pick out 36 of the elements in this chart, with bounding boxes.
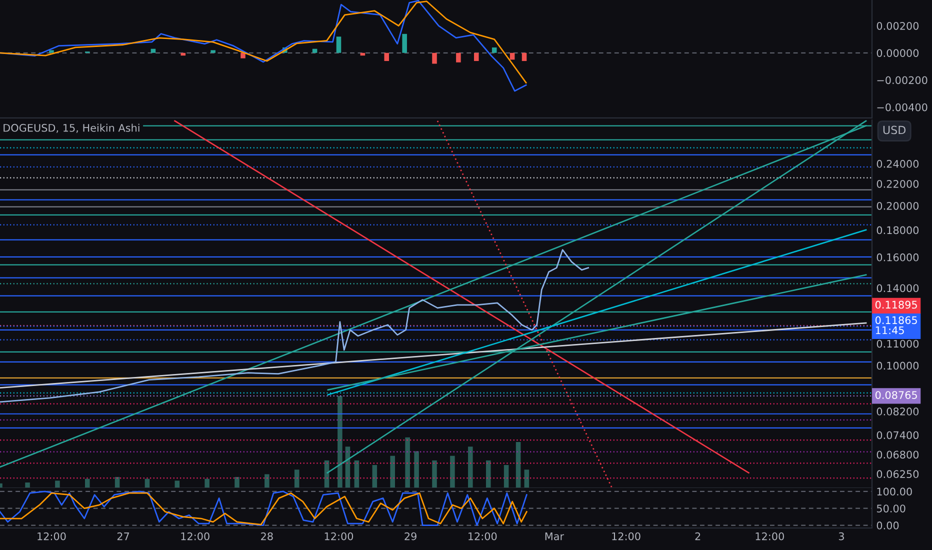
- x-tick-label: 28: [261, 532, 273, 540]
- y-tick-label: 0.14000: [876, 284, 919, 292]
- x-tick-label: 2: [695, 532, 700, 540]
- x-tick-label: 12:00: [468, 532, 497, 540]
- y-tick-label: 0.22000: [876, 180, 919, 188]
- y-tick-label: 100.00: [877, 488, 912, 496]
- y-tick-label: 0.06800: [876, 450, 919, 459]
- x-tick-label: Mar: [545, 532, 564, 540]
- y-tick-label: −0.00200: [877, 76, 928, 84]
- y-tick-label: 0.06250: [876, 470, 919, 478]
- y-tick-label: 0.00: [876, 522, 899, 530]
- x-tick-label: 12:00: [324, 532, 354, 540]
- y-tick-label: 0.08200: [876, 408, 919, 416]
- x-tick-label: 12:00: [38, 532, 66, 540]
- chart-title: DOGEUSD, 15, Heikin Ashi: [4, 124, 140, 133]
- y-tick-label: 50.00: [876, 504, 906, 512]
- y-tick-label: 0.00200: [876, 22, 919, 30]
- y-tick-label: 0.20000: [876, 202, 919, 210]
- y-axis-title: USD: [883, 126, 906, 134]
- y-tick-label: 0.00000: [876, 49, 919, 57]
- x-tick-label: 29: [404, 532, 416, 540]
- ref-line-label: 0.11895: [875, 300, 917, 309]
- ref-line-label: 0.11865 11:45: [875, 316, 917, 334]
- x-tick-label: 12:00: [181, 532, 210, 540]
- y-tick-label: 0.16000: [876, 253, 919, 262]
- x-tick-label: 12:00: [756, 532, 784, 540]
- x-tick-label: 3: [838, 532, 844, 540]
- y-tick-label: 0.18000: [876, 226, 919, 234]
- y-tick-label: 0.24000: [876, 160, 919, 168]
- x-tick-label: 27: [117, 532, 130, 540]
- y-tick-label: 0.07400: [876, 431, 919, 440]
- y-tick-label: 0.11000: [876, 340, 919, 348]
- y-tick-label: 0.10000: [876, 362, 919, 370]
- x-tick-label: 12:00: [612, 532, 640, 540]
- y-tick-label: −0.00400: [877, 103, 928, 112]
- ref-line-label: 0.08765: [875, 391, 917, 399]
